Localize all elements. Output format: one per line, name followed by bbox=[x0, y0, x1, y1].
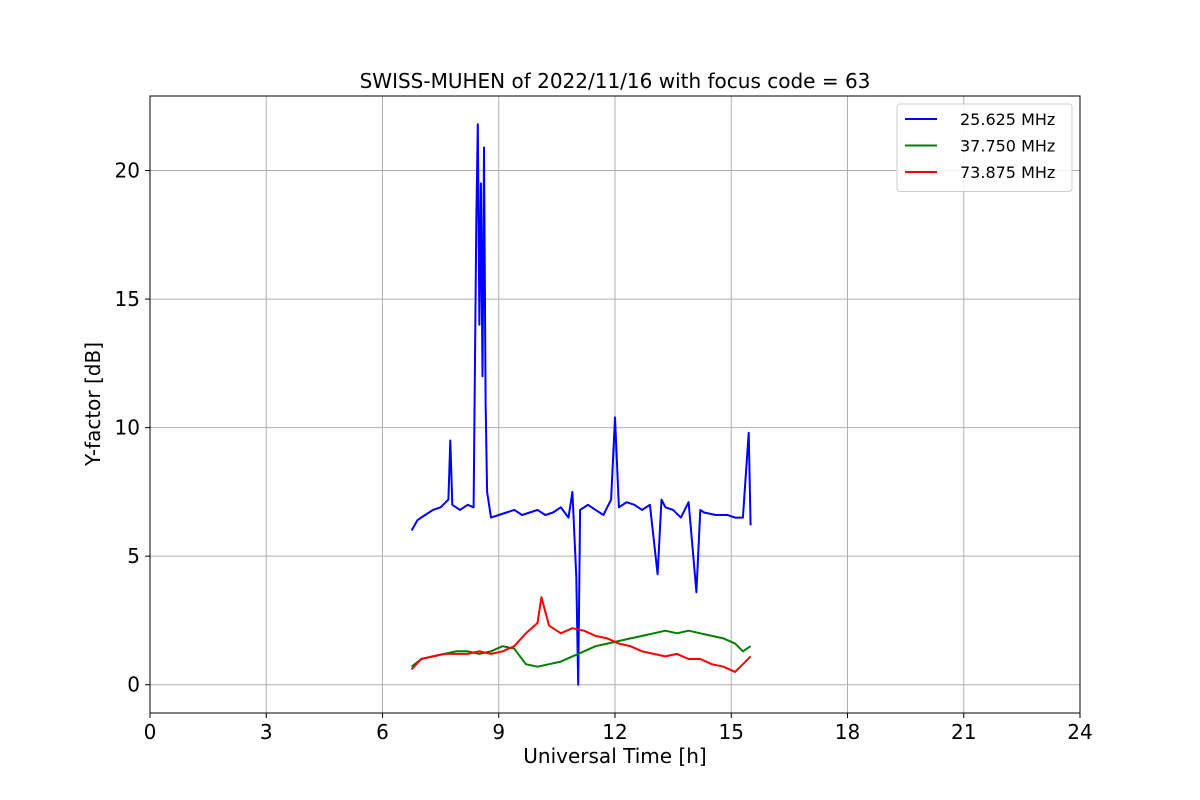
legend-label: 25.625 MHz bbox=[960, 110, 1055, 129]
series-line-2 bbox=[410, 629, 752, 668]
plot-area bbox=[410, 123, 752, 686]
legend: 25.625 MHz 37.750 MHz 73.875 MHz bbox=[896, 103, 1073, 192]
x-tick-label: 0 bbox=[144, 720, 157, 744]
y-tick-label: 5 bbox=[127, 544, 140, 568]
ticks: 0 3 6 9 12 15 18 21 24 0 5 10 15 20 bbox=[115, 159, 1093, 744]
y-tick-label: 15 bbox=[115, 287, 140, 311]
x-tick-label: 6 bbox=[376, 720, 389, 744]
legend-label: 37.750 MHz bbox=[960, 137, 1055, 156]
y-tick-label: 0 bbox=[127, 673, 140, 697]
legend-box bbox=[896, 103, 1073, 192]
chart-title: SWISS-MUHEN of 2022/11/16 with focus cod… bbox=[360, 69, 871, 93]
x-tick-label: 3 bbox=[260, 720, 273, 744]
x-tick-label: 21 bbox=[951, 720, 976, 744]
series-line-3 bbox=[410, 596, 752, 673]
x-tick-label: 15 bbox=[719, 720, 744, 744]
y-tick-label: 20 bbox=[115, 159, 140, 183]
series-line-1 bbox=[410, 123, 752, 686]
y-tick-label: 10 bbox=[115, 416, 140, 440]
x-axis-label: Universal Time [h] bbox=[523, 744, 706, 768]
x-tick-label: 12 bbox=[602, 720, 627, 744]
legend-label: 73.875 MHz bbox=[960, 163, 1055, 182]
y-axis-label: Y-factor [dB] bbox=[81, 342, 105, 467]
x-tick-label: 24 bbox=[1067, 720, 1092, 744]
x-tick-label: 18 bbox=[835, 720, 860, 744]
x-tick-label: 9 bbox=[492, 720, 505, 744]
